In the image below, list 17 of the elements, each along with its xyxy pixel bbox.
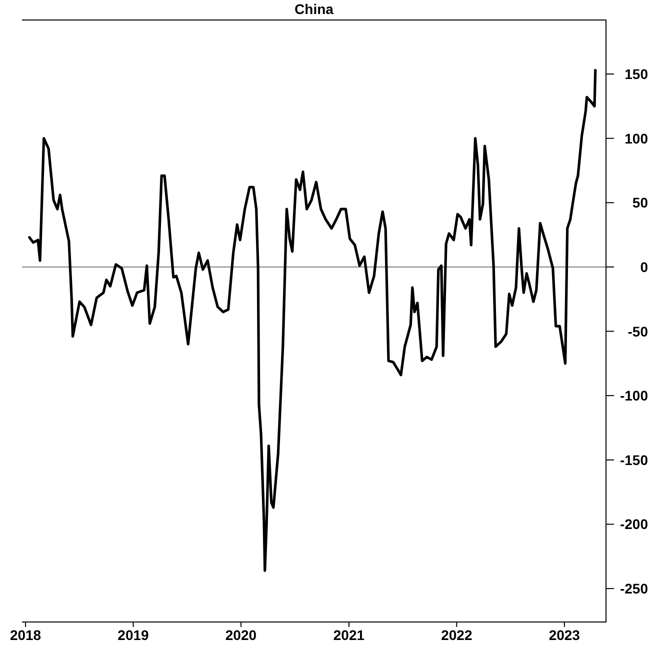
y-tick-label: -250 <box>620 580 648 597</box>
x-tick-label: 2021 <box>333 627 365 643</box>
x-tick-label: 2020 <box>225 627 257 643</box>
y-tick-label: 0 <box>640 258 648 275</box>
y-tick-label: 100 <box>624 130 648 146</box>
y-tick-label: -200 <box>620 516 648 532</box>
x-tick-label: 2018 <box>10 627 42 643</box>
y-tick-label: 50 <box>632 194 648 211</box>
chart-title: China <box>294 1 334 17</box>
x-tick-label: 2022 <box>441 627 472 643</box>
y-tick-label: 150 <box>624 66 648 82</box>
y-tick-label: -150 <box>620 452 648 468</box>
x-tick-label: 2019 <box>118 627 150 643</box>
y-tick-label: -100 <box>620 388 648 404</box>
x-tick-label: 2023 <box>548 627 580 643</box>
y-tick-label: -50 <box>628 323 648 340</box>
line-series <box>28 68 597 572</box>
